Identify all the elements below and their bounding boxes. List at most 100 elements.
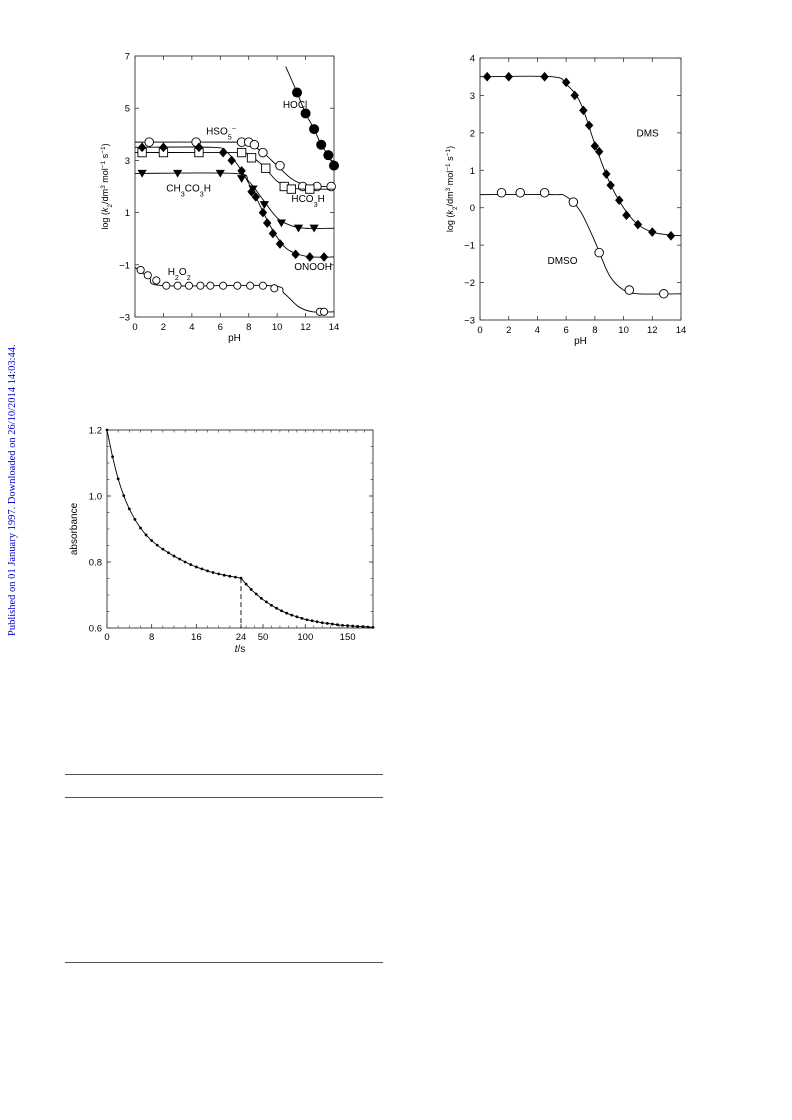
data-point [167, 551, 170, 555]
data-point [371, 625, 375, 629]
x-tick-label: 4 [535, 325, 540, 336]
data-point [133, 518, 137, 521]
series-hco3h-point [305, 184, 315, 194]
series-dmso-point [624, 285, 635, 295]
data-point [295, 615, 299, 619]
x-axis-label: pH [574, 336, 587, 347]
y-tick-label: 1 [125, 208, 130, 219]
series-h2o2-point [162, 281, 171, 290]
y-tick-label: 5 [125, 104, 130, 115]
series-dms-point [482, 71, 492, 82]
x-tick-label: 16 [191, 632, 202, 643]
series-ch3co3h-point [309, 224, 319, 233]
x-tick-label: 50 [258, 632, 269, 643]
series-h2o2-point [258, 281, 267, 290]
x-tick-label: 10 [618, 325, 629, 336]
series-onooh-point [137, 142, 147, 153]
series-ch3co3h-point [237, 175, 247, 183]
data-point [244, 582, 248, 586]
published-sidebar-note: Published on 01 January 1997. Downloaded… [0, 0, 20, 1120]
series-dmso-point [539, 187, 550, 198]
published-date-link[interactable]: Published on 01 January 1997. Downloaded… [7, 344, 18, 636]
series-ch3co3h-point [248, 185, 258, 194]
series-dms-point [615, 195, 624, 206]
data-point [336, 623, 339, 627]
data-point [116, 477, 120, 481]
data-point [356, 624, 360, 628]
series-dms-point [622, 210, 631, 220]
annotation-dmso: DMSO [547, 256, 577, 267]
x-tick-label: 14 [329, 322, 340, 333]
annotation-dms: DMS [636, 129, 659, 140]
data-point [139, 526, 142, 530]
series-hso5-point [249, 139, 260, 150]
data-point [155, 543, 159, 547]
data-point [361, 625, 365, 629]
series-dms-point [504, 71, 513, 82]
data-point [346, 624, 350, 628]
annotation-hso5: HSO5− [206, 123, 236, 141]
series-h2o2-point [143, 271, 152, 280]
plot-frame [479, 57, 682, 321]
series-onooh-point [305, 252, 315, 262]
series-hocl-point [323, 150, 334, 161]
series-dms-point [602, 169, 611, 179]
data-point [200, 567, 204, 571]
data-point [259, 596, 263, 600]
data-point [275, 606, 278, 610]
x-tick-label: 10 [272, 322, 283, 333]
y-axis-label: log (k2/dm3 mol−1 s−1) [445, 146, 459, 232]
y-tick-label: −3 [464, 316, 475, 327]
data-point [315, 620, 319, 624]
data-point [217, 572, 221, 576]
series-hocl-point [309, 124, 320, 135]
y-tick-label: 7 [125, 52, 130, 63]
plot-frame [106, 429, 374, 629]
series-onooh-point [291, 249, 300, 260]
series-hocl-point [300, 108, 311, 119]
data-point [161, 547, 165, 551]
annotation-ch3co3h: CH3CO3H [166, 184, 211, 199]
x-tick-label: 8 [246, 322, 251, 333]
y-tick-label: 1.0 [89, 492, 102, 503]
y-tick-label: −1 [464, 241, 475, 252]
data-point [183, 560, 187, 564]
table-top-rule [65, 774, 383, 775]
data-point [254, 592, 258, 596]
series-ch3co3h-point [259, 201, 269, 209]
y-tick-label: 1 [470, 166, 475, 177]
x-tick-label: 8 [592, 325, 597, 336]
data-point [264, 600, 268, 604]
table-bottom-rule [65, 962, 383, 963]
y-tick-label: −2 [464, 278, 475, 289]
y-tick-label: 0.8 [89, 558, 102, 569]
figure-absorbance-time-trace: 0 8 16 24 50 100 150 0.6 0.8 1.0 1.2 t/s absorbance [69, 426, 375, 655]
x-tick-label: 0 [477, 325, 482, 336]
x-tick-label: 100 [297, 632, 313, 643]
x-tick-label: 4 [189, 322, 194, 333]
series-hso5-point [326, 181, 336, 192]
series-hco3h-point [246, 153, 257, 163]
series-onooh-point [258, 207, 268, 218]
annotation-hocl: HOCl [283, 100, 307, 111]
x-axis-label: t/s [235, 644, 246, 655]
series-h2o2-point [173, 281, 182, 290]
data-point [228, 574, 232, 578]
data-point [211, 571, 215, 574]
data-point [144, 533, 148, 537]
annotation-onooh: ONOOH [294, 262, 332, 273]
x-tick-label: 12 [300, 322, 311, 333]
series-ch3co3h-point [137, 169, 147, 178]
data-point [366, 625, 370, 629]
series-dms-point [579, 105, 588, 116]
series-h2o2-point [319, 307, 329, 316]
series-h2o2-point [152, 276, 161, 285]
data-point [222, 573, 226, 577]
series-ch3co3h-point [173, 169, 183, 178]
series-hocl-point [316, 139, 327, 150]
y-tick-label: −3 [119, 313, 130, 324]
series-hco3h-point [261, 163, 271, 173]
x-tick-label: 6 [218, 322, 223, 333]
series-ch3co3h-point [276, 219, 287, 228]
